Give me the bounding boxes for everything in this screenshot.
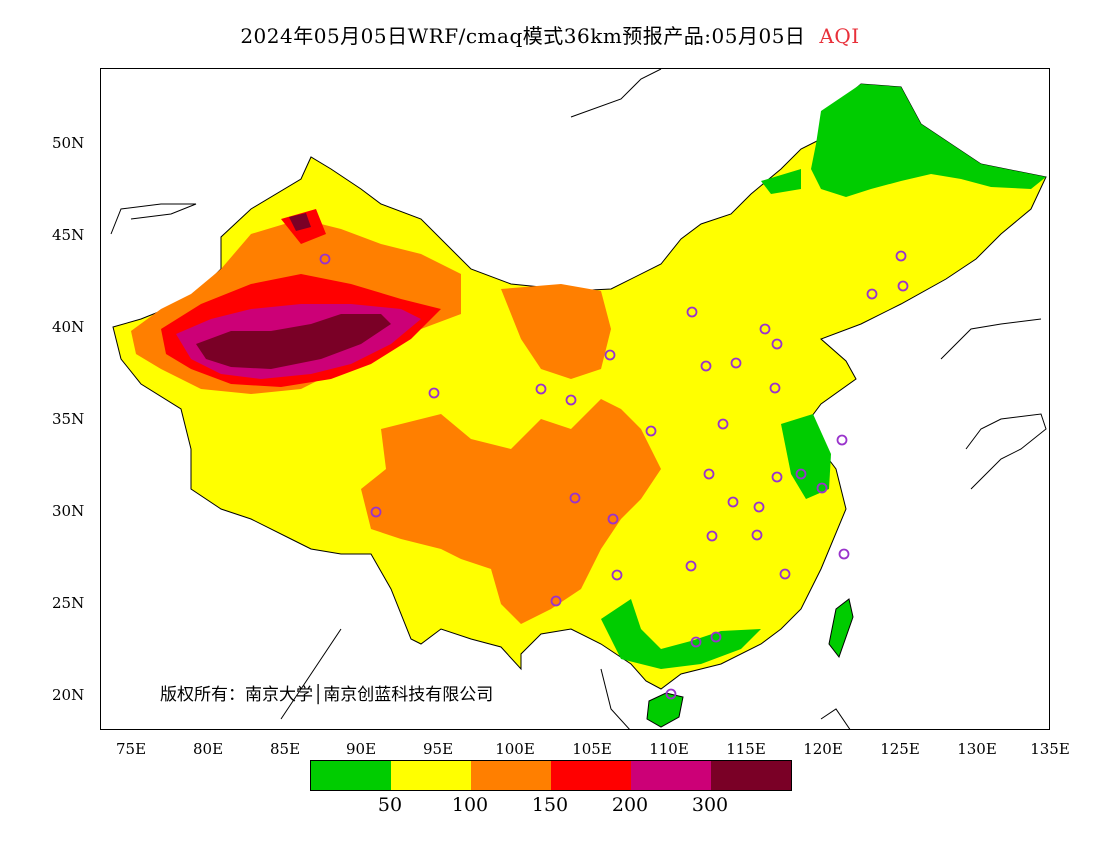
map-title: 2024年05月05日WRF/cmaq模式36km预报产品:05月05日 AQI [0, 20, 1100, 49]
station-marker [319, 253, 331, 265]
region-green-east [781, 414, 831, 499]
station-marker [897, 280, 909, 292]
legend-label: 100 [451, 794, 489, 816]
station-marker [795, 468, 807, 480]
legend-swatch-red [551, 761, 631, 790]
region-maroon-junggar [289, 213, 311, 231]
lat-label: 40N [52, 318, 85, 336]
station-marker [607, 513, 619, 525]
color-legend [310, 760, 792, 791]
lon-label: 75E [115, 740, 147, 758]
lon-label: 125E [880, 740, 920, 758]
station-marker [717, 418, 729, 430]
station-marker-layer [319, 250, 909, 700]
legend-label: 150 [531, 794, 569, 816]
station-marker [535, 383, 547, 395]
legend-label: 50 [377, 794, 403, 816]
region-orange-southwest [361, 399, 661, 624]
lon-label: 85E [269, 740, 301, 758]
station-marker [753, 501, 765, 513]
taiwan-island [828, 598, 854, 659]
station-marker [569, 492, 581, 504]
station-marker [565, 394, 577, 406]
lat-label: 25N [52, 594, 85, 612]
legend-swatch-maroon [711, 761, 791, 790]
region-maroon-tarim [196, 314, 391, 369]
station-marker [771, 338, 783, 350]
lat-label: 30N [52, 502, 85, 520]
station-marker [604, 349, 616, 361]
region-green-northeast [811, 84, 1046, 197]
lon-label: 135E [1030, 740, 1070, 758]
legend-label: 200 [611, 794, 649, 816]
station-marker [700, 360, 712, 372]
lon-label: 105E [572, 740, 612, 758]
copyright-notice: 版权所有：南京大学│南京创蓝科技有限公司 [160, 685, 494, 705]
legend-swatch-yellow [391, 761, 471, 790]
legend-swatch-magenta [631, 761, 711, 790]
station-marker [645, 425, 657, 437]
station-marker [895, 250, 907, 262]
station-marker [703, 468, 715, 480]
station-marker [779, 568, 791, 580]
station-marker [727, 496, 739, 508]
station-marker [428, 387, 440, 399]
lat-label: 50N [52, 134, 85, 152]
station-marker [771, 471, 783, 483]
region-green-south [601, 599, 761, 669]
lat-label: 20N [52, 686, 85, 704]
lon-label: 100E [495, 740, 535, 758]
station-marker [665, 688, 677, 700]
station-marker [690, 636, 702, 648]
station-marker [686, 306, 698, 318]
station-marker [730, 357, 742, 369]
station-marker [751, 529, 763, 541]
lon-label: 95E [422, 740, 454, 758]
station-marker [759, 323, 771, 335]
lon-label: 130E [957, 740, 997, 758]
lat-label: 35N [52, 410, 85, 428]
station-marker [710, 631, 722, 643]
title-main: 2024年05月05日WRF/cmaq模式36km预报产品:05月05日 [240, 24, 806, 48]
station-marker [370, 506, 382, 518]
outside-coastline [110, 69, 1047, 729]
title-variable: AQI [819, 24, 860, 48]
region-orange-north-central [501, 284, 611, 379]
region-green-patch [761, 169, 801, 194]
lon-label: 120E [803, 740, 843, 758]
legend-swatch-green [311, 761, 391, 790]
station-marker [816, 482, 828, 494]
lat-label: 45N [52, 226, 85, 244]
legend-label: 300 [691, 794, 729, 816]
station-marker [685, 560, 697, 572]
station-marker [611, 569, 623, 581]
hainan-island [646, 692, 684, 728]
station-marker [550, 595, 562, 607]
station-marker [769, 382, 781, 394]
station-marker [866, 288, 878, 300]
map-frame [100, 68, 1050, 730]
lon-label: 80E [192, 740, 224, 758]
lon-label: 110E [649, 740, 689, 758]
lon-label: 90E [345, 740, 377, 758]
station-marker [836, 434, 848, 446]
station-marker [706, 530, 718, 542]
legend-swatch-orange [471, 761, 551, 790]
aqi-map [110, 69, 1047, 729]
lon-label: 115E [726, 740, 766, 758]
station-marker [838, 548, 850, 560]
